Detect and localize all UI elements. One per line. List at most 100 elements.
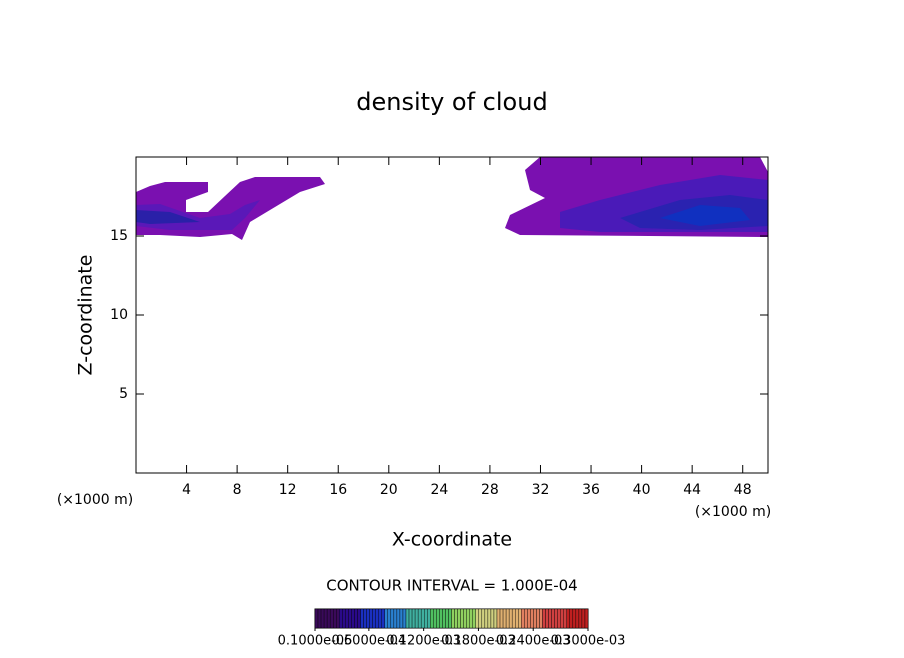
colorbar-swatch [342,608,346,629]
colorbar-tick-label: 0.1800e-03 [441,634,516,649]
colorbar-swatch [317,608,322,629]
colorbar-swatch [499,608,504,629]
colorbar-swatch [399,608,404,629]
colorbar-swatch [433,608,437,629]
colorbar-swatch [448,608,452,629]
colorbar-swatch [357,608,361,629]
colorbar-swatch [402,608,407,629]
y-tick-label: 5 [119,386,128,402]
colorbar-swatch [372,608,376,629]
colorbar-swatch [420,608,425,629]
colorbar-swatch [320,608,325,629]
colorbar-swatch [408,608,413,629]
colorbar-swatch [463,608,467,629]
colorbar-swatch [542,608,546,629]
y-tick-label: 15 [110,228,128,244]
colorbar-swatch [560,608,564,629]
colorbar-swatch [536,608,540,629]
x-tick-label: 8 [233,482,242,498]
colorbar-tick-label: 0.2400e-03 [496,634,571,649]
colorbar-swatch [460,608,464,629]
x-unit-label: (×1000 m) [57,492,133,508]
x-tick-label: 44 [683,482,701,498]
colorbar-swatch [502,608,507,629]
colorbar-swatch [329,608,334,629]
colorbar-swatch [396,608,401,629]
colorbar-swatch [578,608,583,629]
x-unit-label: (×1000 m) [695,504,771,520]
contour-interval-label: CONTOUR INTERVAL = 1.000E-04 [326,577,577,595]
colorbar-swatch [505,608,510,629]
x-tick-label: 4 [182,482,191,498]
colorbar-tick-label: 0.1200e-03 [386,634,461,649]
colorbar-swatch [323,608,328,629]
colorbar-swatch [466,608,470,629]
colorbar-swatch [387,608,392,629]
colorbar-swatch [533,608,537,629]
colorbar-swatch [581,608,586,629]
colorbar-swatch [551,608,555,629]
colorbar-swatch [363,608,367,629]
colorbar-swatch [490,608,495,629]
colorbar-swatch [548,608,552,629]
y-tick-label: 10 [110,307,128,323]
colorbar-swatch [390,608,395,629]
x-tick-label: 16 [329,482,347,498]
colorbar-swatch [360,608,364,629]
chart-title: density of cloud [356,88,547,116]
colorbar-tick-label: 0.3000e-03 [551,634,626,649]
colorbar-swatch [442,608,446,629]
colorbar-swatch [378,608,382,629]
colorbar-swatch [569,608,574,629]
cloud-field [136,157,768,240]
colorbar-swatch [424,608,428,629]
x-tick-label: 20 [380,482,398,498]
colorbar-swatch [381,608,385,629]
x-tick-label: 40 [633,482,651,498]
x-tick-label: 48 [734,482,752,498]
colorbar-swatch [481,608,486,629]
colorbar-swatch [508,608,513,629]
colorbar-swatch [457,608,461,629]
colorbar-swatch [472,608,476,629]
colorbar-tick-label: 0.1000e-05 [278,634,353,649]
colorbar-swatch [414,608,419,629]
colorbar-swatch [369,608,373,629]
colorbar-swatch [515,608,519,629]
colorbar-swatch [493,608,498,629]
y-axis-title: Z-coordinate [75,255,97,376]
x-tick-label: 24 [430,482,448,498]
colorbar-swatch [348,608,352,629]
cloud-region [136,210,200,224]
colorbar-swatch [524,608,528,629]
colorbar-tick-label: 0.6000e-04 [332,634,407,649]
colorbar-swatch [575,608,580,629]
colorbar-swatch [527,608,531,629]
colorbar-swatch [557,608,561,629]
colorbar-swatch [314,608,319,629]
colorbar-swatch [393,608,398,629]
colorbar-swatch [436,608,440,629]
colorbar-swatch [339,608,343,629]
colorbar-swatch [475,608,479,629]
colorbar-swatch [530,608,534,629]
colorbar-swatch [354,608,358,629]
colorbar-swatch [487,608,492,629]
colorbar-swatch [326,608,331,629]
colorbar-swatch [336,608,340,629]
x-tick-label: 12 [279,482,297,498]
colorbar-swatch [375,608,379,629]
colorbar-swatch [572,608,577,629]
colorbar-swatch [427,608,431,629]
cloud-region [660,205,750,226]
colorbar-swatch [496,608,501,629]
colorbar-swatch [351,608,355,629]
colorbar-swatch [451,608,455,629]
colorbar-swatch [417,608,422,629]
colorbar-swatch [554,608,558,629]
x-tick-label: 28 [481,482,499,498]
colorbar-swatch [511,608,516,629]
colorbar-swatch [439,608,443,629]
colorbar-swatch [484,608,489,629]
colorbar-swatch [366,608,370,629]
